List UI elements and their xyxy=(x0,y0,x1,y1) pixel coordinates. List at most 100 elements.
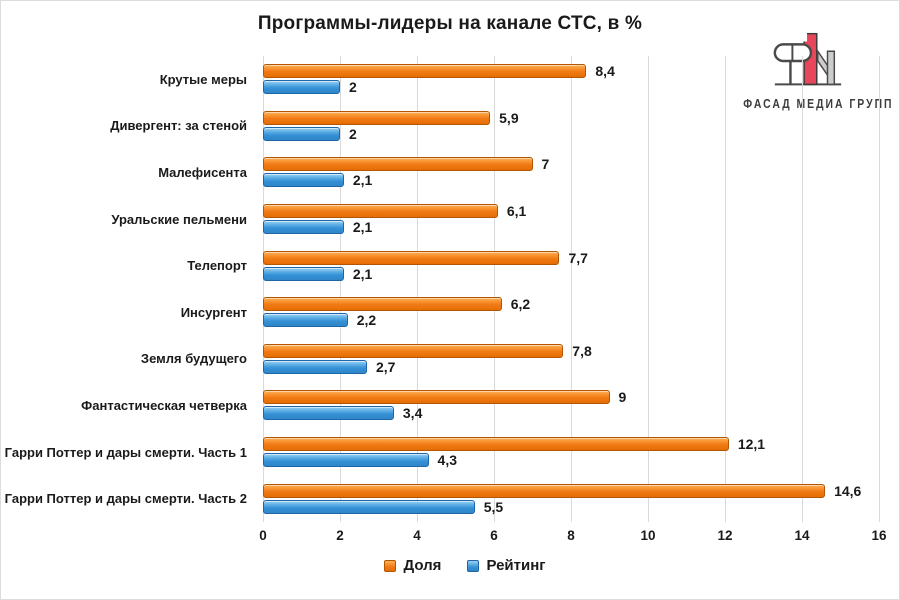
value-label: 2,1 xyxy=(352,265,373,282)
legend-label: Доля xyxy=(403,557,442,574)
value-label: 2,1 xyxy=(352,219,373,236)
bar-line: 3,4 xyxy=(263,405,879,421)
rating-bar xyxy=(263,499,475,514)
value-label: 6,1 xyxy=(506,203,527,220)
legend-label: Рейтинг xyxy=(486,557,546,574)
bar-line: 9 xyxy=(263,389,879,405)
bar-row: 7 2,1 xyxy=(263,149,879,196)
share-bar xyxy=(263,110,491,125)
legend: Доля Рейтинг xyxy=(1,557,899,574)
value-label: 2 xyxy=(349,125,357,142)
x-tick-label: 8 xyxy=(567,528,575,543)
value-label: 2,7 xyxy=(375,358,396,375)
share-bar xyxy=(263,343,564,358)
rating-bar xyxy=(263,406,394,421)
bar-line: 5,5 xyxy=(263,499,879,515)
bar-line: 7,8 xyxy=(263,343,879,359)
category-label: Дивергент: за стеной xyxy=(110,118,247,134)
gridline xyxy=(648,56,649,522)
rating-bar xyxy=(263,173,344,188)
value-label: 7,7 xyxy=(568,249,588,266)
gridline xyxy=(879,56,880,522)
bar-line: 2,1 xyxy=(263,266,879,282)
bar-row: 7,7 2,1 xyxy=(263,242,879,289)
x-tick-label: 14 xyxy=(794,528,810,543)
bar-line: 7 xyxy=(263,156,879,172)
category-label: Уральские пельмени xyxy=(111,211,247,227)
share-bar xyxy=(263,64,587,79)
category-label: Гарри Поттер и дары смерти. Часть 2 xyxy=(4,491,247,507)
bar-row: 9 3,4 xyxy=(263,382,879,429)
value-label: 5,9 xyxy=(499,109,519,126)
logo: ФАСАД МЕДИА ГРУПП xyxy=(727,29,894,111)
category-labels: Крутые меры Дивергент: за стеной Малефисен… xyxy=(5,56,255,522)
bar-line: 2,1 xyxy=(263,172,879,188)
share-bar xyxy=(263,204,498,219)
bar-row: 7,8 2,7 xyxy=(263,336,879,383)
value-label: 5,5 xyxy=(483,498,504,515)
value-label: 14,6 xyxy=(834,482,862,499)
gridline xyxy=(340,56,341,522)
rating-bar xyxy=(263,266,344,281)
rating-bar xyxy=(263,453,429,468)
share-bar xyxy=(263,437,729,452)
category-label: Гарри Поттер и дары смерти. Часть 1 xyxy=(4,444,247,460)
bar-line: 12,1 xyxy=(263,436,879,452)
value-label: 2 xyxy=(349,79,357,96)
share-bar xyxy=(263,390,610,405)
value-label: 8,4 xyxy=(595,63,615,80)
category-label: Земля будущего xyxy=(140,351,247,367)
value-label: 4,3 xyxy=(437,452,458,469)
bar-line: 7,7 xyxy=(263,250,879,266)
value-label: 7,8 xyxy=(572,342,592,359)
value-label: 3,4 xyxy=(402,405,423,422)
gridline xyxy=(263,56,264,522)
category-label: Малефисента xyxy=(158,164,247,180)
share-bar xyxy=(263,483,826,498)
bar-line: 2,2 xyxy=(263,312,879,328)
x-tick-label: 2 xyxy=(336,528,344,543)
legend-item-share: Доля xyxy=(384,557,441,574)
plot-area: 8,4 2 5,9 2 7 2,1 6,1 2,1 7,7 2,1 6,2 2,2 7,8 2,7 9 3,4… xyxy=(263,56,880,522)
value-label: 6,2 xyxy=(510,296,531,313)
gridline xyxy=(571,56,572,522)
share-bar xyxy=(263,157,533,172)
x-axis: 0 2 4 6 8 10 12 14 16 xyxy=(259,528,886,548)
bar-line: 2,1 xyxy=(263,219,879,235)
legend-marker xyxy=(467,559,480,572)
share-bar xyxy=(263,297,502,312)
gridline xyxy=(494,56,495,522)
value-label: 9 xyxy=(618,389,627,406)
gridline xyxy=(802,56,803,522)
bar-row: 6,2 2,2 xyxy=(263,289,879,336)
x-tick-label: 12 xyxy=(717,528,733,543)
bar-line: 14,6 xyxy=(263,483,879,499)
rating-bar xyxy=(263,313,348,328)
legend-marker xyxy=(384,559,397,572)
value-label: 12,1 xyxy=(737,436,766,453)
x-tick-label: 4 xyxy=(413,528,421,543)
x-tick-label: 0 xyxy=(259,528,267,543)
rating-bar xyxy=(263,220,344,235)
value-label: 2,1 xyxy=(352,172,373,189)
value-label: 2,2 xyxy=(356,312,377,329)
logo-icon xyxy=(773,32,842,86)
category-label: Фантастическая четверка xyxy=(81,397,247,413)
gridline xyxy=(725,56,726,522)
x-tick-label: 16 xyxy=(871,528,887,543)
bar-line: 6,2 xyxy=(263,296,879,312)
gridline xyxy=(417,56,418,522)
bar-line: 2 xyxy=(263,79,879,95)
bar-row: 5,9 2 xyxy=(263,103,879,150)
bar-line: 4,3 xyxy=(263,452,879,468)
rating-bar xyxy=(263,80,340,95)
rating-bar xyxy=(263,126,340,141)
bar-row: 14,6 5,5 xyxy=(263,475,879,522)
category-label: Крутые меры xyxy=(159,71,247,87)
bar-line: 2 xyxy=(263,126,879,142)
logo-text: ФАСАД МЕДИА ГРУПП xyxy=(743,96,894,111)
category-label: Телепорт xyxy=(187,258,247,274)
rating-bar xyxy=(263,359,367,374)
value-label: 7 xyxy=(541,156,550,173)
